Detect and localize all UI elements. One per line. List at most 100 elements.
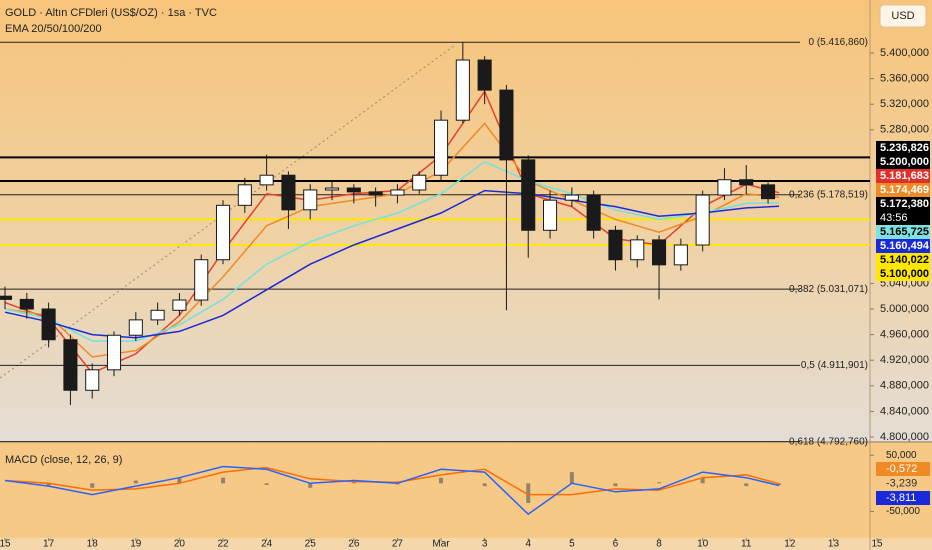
histogram-bar (46, 483, 51, 487)
candle-body (739, 179, 754, 186)
price-tag (876, 253, 930, 267)
y-tick-label: 4.840,000 (880, 405, 929, 417)
price-tag-label: 5.172,380 (880, 198, 929, 210)
macd-title: MACD (close, 12, 26, 9) (5, 454, 122, 466)
price-tag-label: 5.165,725 (880, 226, 929, 238)
histogram-bar (264, 483, 269, 486)
histogram-bar (177, 477, 182, 484)
candle-body (630, 239, 645, 261)
histogram-bar (657, 482, 662, 484)
histogram-bar (776, 483, 781, 486)
candle-body (85, 369, 100, 391)
candle-body (433, 119, 449, 176)
indicator-label: EMA 20/50/100/200 (5, 23, 102, 35)
macd-plot (4, 465, 781, 516)
candle-body (390, 189, 405, 196)
fib-label: 0,236 (5.178,519) (789, 189, 868, 200)
x-tick-label: 15 (871, 539, 883, 550)
x-tick-label: 17 (43, 539, 55, 550)
signal-line (4, 466, 780, 496)
candle-body (41, 308, 56, 341)
x-tick-label: 4 (525, 539, 531, 550)
y-tick-label: 4.880,000 (880, 380, 929, 392)
candle-body (172, 299, 187, 311)
y-tick-label: 4.800,000 (880, 431, 929, 443)
candle-body (455, 59, 470, 121)
currency[interactable]: USD (891, 10, 914, 22)
time-axis (0, 538, 932, 550)
x-tick-label: 27 (392, 539, 404, 550)
candle-body (0, 295, 13, 300)
candle-body (673, 244, 688, 266)
y-tick-label: 4.960,000 (880, 329, 929, 341)
x-tick-label: 5 (569, 539, 575, 550)
histogram-bar (351, 482, 356, 484)
price-tag (876, 239, 930, 253)
macd-tag (876, 462, 930, 476)
currency-button[interactable] (879, 4, 927, 28)
histogram-bar (700, 477, 705, 484)
x-tick-label: 25 (305, 539, 317, 550)
x-tick-label: 6 (613, 539, 619, 550)
candle-body (564, 194, 579, 201)
candle-body (237, 184, 252, 206)
y2-tick-label: -50,000 (886, 506, 920, 517)
price-tag-label: 5.200,000 (880, 156, 929, 168)
price-tag (876, 141, 930, 155)
macd-tag (876, 491, 930, 505)
candle-body (303, 189, 318, 211)
histogram-bar (308, 483, 313, 488)
x-tick-label: 12 (784, 539, 796, 550)
candle-body (717, 179, 732, 196)
candle-body (324, 187, 340, 191)
histogram-bar (569, 472, 574, 484)
fib-label: 0,618 (4.792,760) (789, 436, 868, 447)
candle-body (150, 309, 165, 321)
plot (0, 41, 870, 442)
fib-label: 0,5 (4.911,901) (801, 360, 868, 371)
candle-body (521, 159, 536, 231)
candle-body (499, 89, 514, 161)
candle-body (477, 59, 492, 91)
x-tick-label: 18 (87, 539, 99, 550)
histogram-bar (90, 483, 95, 488)
candle-body (586, 194, 601, 231)
x-tick-label: 22 (217, 539, 229, 550)
x-tick-label: 8 (656, 539, 662, 550)
price-tag-label: 5.236,826 (880, 142, 929, 154)
histogram-bar (439, 477, 444, 484)
x-tick-label: 11 (741, 539, 752, 550)
histogram-bar (221, 477, 226, 484)
price-tag-label: 5.100,000 (880, 268, 929, 280)
x-tick-label: 20 (174, 539, 186, 550)
price-tag (876, 183, 930, 197)
histogram-bar (744, 483, 749, 487)
macd-line (4, 465, 780, 516)
x-tick-label: 10 (697, 539, 709, 550)
fib-label: 0,382 (5.031,071) (789, 284, 868, 295)
macd-pane (0, 442, 932, 538)
y-tick-label: 5.320,000 (880, 98, 929, 110)
candle-body (761, 184, 776, 200)
candle-body (652, 239, 667, 266)
candle-body (106, 334, 122, 371)
candle-body (281, 174, 296, 211)
macd-tag-label: -3,239 (886, 477, 917, 489)
candle-body (194, 259, 209, 301)
countdown: 43:56 (880, 212, 908, 224)
macd-tag-label: -3,811 (886, 492, 916, 504)
y-tick-label: 5.000,000 (880, 303, 929, 315)
macd-tag-label: -0,572 (886, 463, 917, 475)
price-tag (876, 169, 930, 183)
candle-body (543, 199, 558, 231)
candle-body (215, 204, 231, 261)
chart-title: GOLD · Altın CFDleri (US$/OZ) · 1sa · TV… (5, 7, 217, 19)
x-tick-label: 15 (0, 539, 11, 550)
fib-label: 0 (5.416,860) (809, 37, 869, 48)
candle-body (412, 174, 427, 191)
histogram-bar (133, 480, 138, 484)
price-tag-label: 5.160,494 (880, 240, 930, 252)
x-tick-label: 13 (828, 539, 840, 550)
price-tag-label: 5.140,022 (880, 254, 929, 266)
histogram-bar (526, 483, 531, 503)
